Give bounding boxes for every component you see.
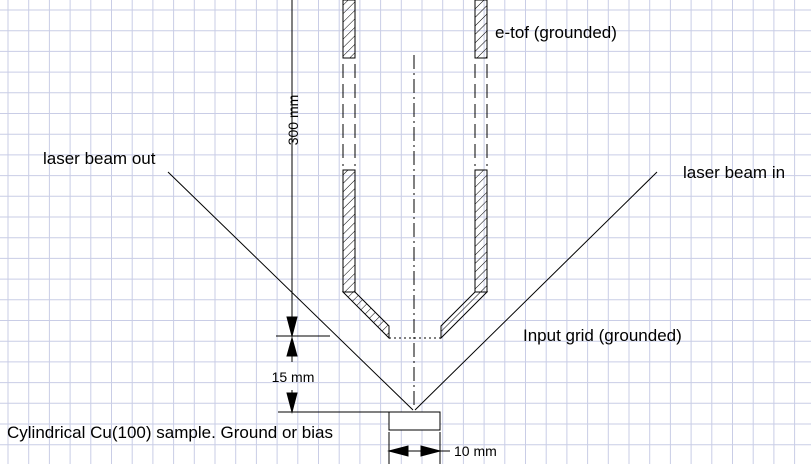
dimension-300mm-label: 300 mm (285, 95, 301, 146)
etof-cut-section (342, 64, 488, 166)
etof-right-wall-bottom (474, 169, 488, 293)
laser-beam-in-line (414, 171, 658, 411)
laser-beam-out-line (167, 171, 414, 411)
laser-beam-in-label: laser beam in (683, 163, 785, 182)
sample (388, 411, 441, 431)
dimension-10mm-label: 10 mm (454, 443, 497, 459)
laser-beam-out-label: laser beam out (43, 149, 156, 168)
etof-tube (341, 0, 489, 340)
etof-left-wall-bottom (342, 169, 356, 293)
input-grid-label: Input grid (grounded) (523, 326, 682, 345)
dimension-15mm (278, 336, 389, 414)
etof-left-cone (341, 291, 390, 340)
dimension-300mm (276, 0, 330, 338)
sample-label: Cylindrical Cu(100) sample. Ground or bi… (7, 423, 333, 442)
etof-label: e-tof (grounded) (495, 23, 617, 42)
etof-left-wall-top (342, 0, 356, 59)
dimension-15mm-label: 15 mm (272, 369, 315, 385)
etof-right-cone (440, 291, 489, 340)
etof-right-wall-top (474, 0, 488, 59)
dimension-10mm (387, 432, 450, 464)
